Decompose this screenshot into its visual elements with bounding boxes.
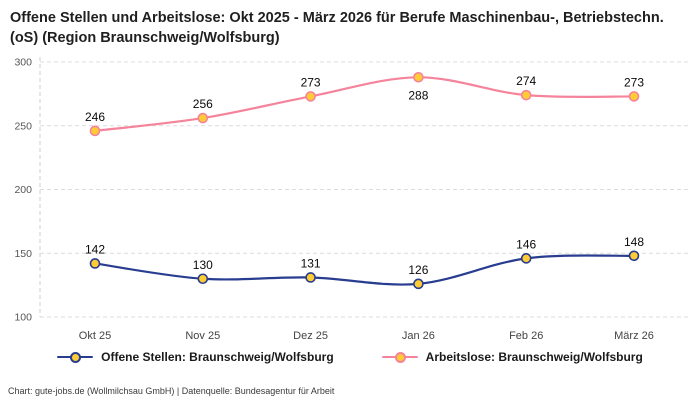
x-axis-tick-label: März 26 <box>614 330 654 342</box>
chart-title: Offene Stellen und Arbeitslose: Okt 2025… <box>10 10 664 46</box>
line-marker-icon <box>381 351 418 364</box>
y-axis-tick-label: 150 <box>14 248 32 260</box>
data-point-marker <box>305 272 316 283</box>
data-point-label: 273 <box>301 75 321 89</box>
data-point-marker <box>89 125 101 137</box>
legend-item-arbeitslose: Arbeitslose: Braunschweig/Wolfsburg <box>381 350 643 364</box>
data-point-marker <box>413 71 424 83</box>
series-line <box>93 76 636 132</box>
line-marker-icon <box>57 351 94 364</box>
data-point-label: 256 <box>193 97 213 111</box>
legend-label-offene-stellen: Offene Stellen: Braunschweig/Wolfsburg <box>101 350 334 364</box>
legend-item-offene-stellen: Offene Stellen: Braunschweig/Wolfsburg <box>57 350 334 364</box>
data-point-label: 130 <box>193 258 213 272</box>
y-axis-tick-label: 100 <box>14 312 32 324</box>
data-point-marker <box>197 112 209 124</box>
legend-dot-icon <box>70 351 82 363</box>
x-axis-tick-label: Dez 25 <box>293 330 328 342</box>
data-point-marker <box>413 278 424 290</box>
legend-dot-icon <box>394 351 406 363</box>
x-axis-tick-label: Feb 26 <box>509 330 543 342</box>
data-point-label: 288 <box>408 88 428 102</box>
x-axis-tick-label: Okt 25 <box>79 330 111 342</box>
data-point-marker <box>520 253 532 264</box>
data-point-label: 146 <box>516 237 536 251</box>
x-axis-tick-label: Nov 25 <box>185 330 220 342</box>
line-chart: 100 150 200 250 300 Okt 25 Nov 25 Dez 25 Jan 26 F… <box>14 57 688 342</box>
y-axis-tick-label: 300 <box>14 57 32 69</box>
data-point-label: 142 <box>85 242 105 256</box>
data-point-label: 274 <box>516 74 536 88</box>
data-point-label: 148 <box>624 235 644 249</box>
series-line <box>93 254 636 286</box>
data-point-label: 131 <box>301 256 321 270</box>
data-point-label: 126 <box>408 263 428 277</box>
data-point-marker <box>628 91 640 102</box>
data-point-marker <box>305 91 316 102</box>
data-point-marker <box>197 273 209 285</box>
attribution: Chart: gute-jobs.de (Wollmilchsau GmbH) … <box>8 386 335 396</box>
legend: Offene Stellen: Braunschweig/Wolfsburg A… <box>0 346 700 368</box>
data-point-marker <box>520 89 532 101</box>
data-point-label: 246 <box>85 110 105 124</box>
legend-label-arbeitslose: Arbeitslose: Braunschweig/Wolfsburg <box>425 350 643 364</box>
data-point-marker <box>628 250 640 262</box>
data-point-label: 273 <box>624 75 644 89</box>
y-axis-tick-label: 200 <box>14 184 32 196</box>
y-axis-tick-label: 250 <box>14 120 32 132</box>
x-axis-tick-label: Jan 26 <box>402 330 435 342</box>
data-point-marker <box>89 258 101 269</box>
